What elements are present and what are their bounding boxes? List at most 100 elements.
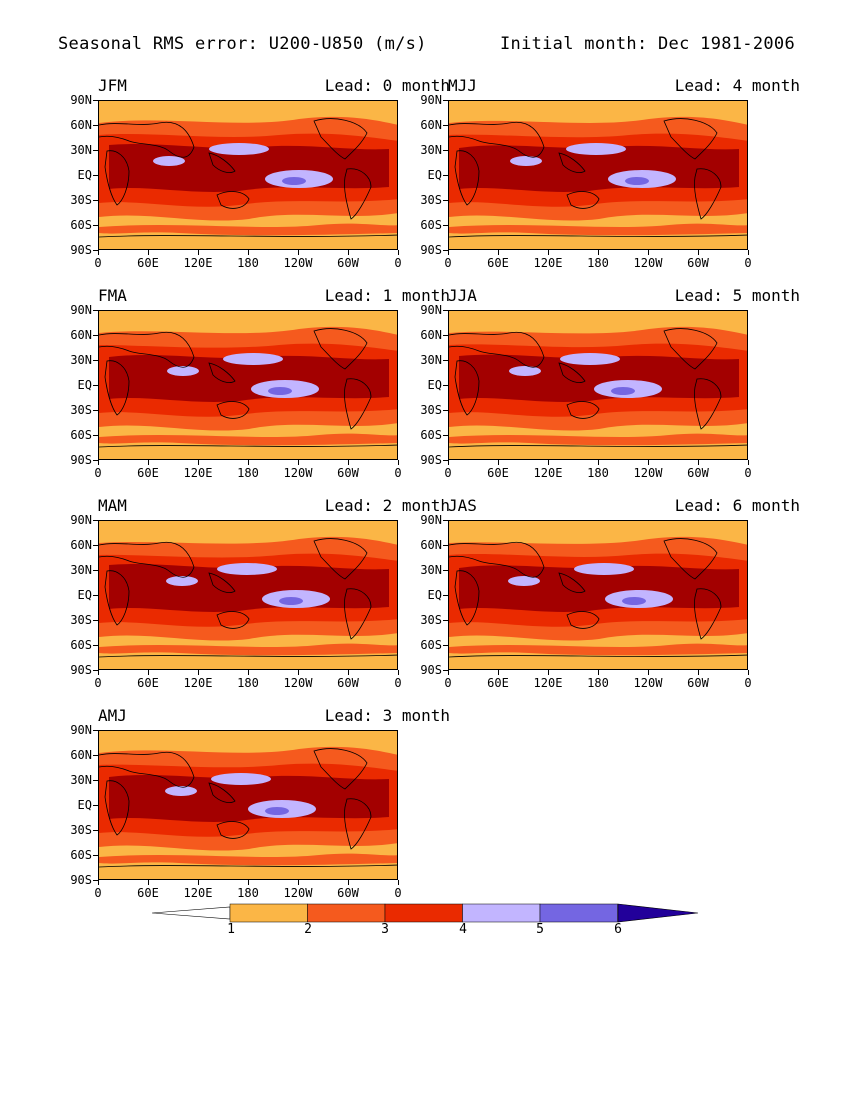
shaded-field [449, 116, 747, 238]
panel-lead: Lead: 5 month [674, 286, 800, 305]
lon-tick-label: 60W [687, 466, 709, 480]
error-region-2to3 [99, 643, 397, 656]
panel-lead: Lead: 2 month [324, 496, 450, 515]
lon-tick-label: 0 [444, 256, 452, 270]
colorbar-swatch [384, 903, 463, 923]
coastline-north-america [663, 538, 718, 580]
lon-tick-label: 0 [444, 466, 452, 480]
lat-tick-label: 30S [70, 823, 92, 837]
lon-tick [298, 880, 299, 885]
coastline-north-america [313, 328, 368, 370]
panel-lead: Lead: 6 month [674, 496, 800, 515]
lon-tick [748, 670, 749, 675]
lon-tick [598, 250, 599, 255]
lon-tick-label: 60W [337, 256, 359, 270]
lat-tick-label: 90S [70, 453, 92, 467]
lon-tick-label: 60W [337, 886, 359, 900]
lat-tick [443, 175, 448, 176]
map-panel-mjj: MJJ Lead: 4 month 90N 60N 30N EQ 30S 60S 90S 0 6… [420, 76, 808, 300]
lat-tick [443, 435, 448, 436]
lat-tick [93, 125, 98, 126]
coastline-africa [454, 570, 480, 626]
lon-tick-label: 0 [94, 256, 102, 270]
figure-title: Seasonal RMS error: U200-U850 (m/s) [58, 34, 427, 54]
lat-tick-label: 90S [70, 663, 92, 677]
lon-tick [248, 880, 249, 885]
panel-season: JAS [448, 496, 477, 515]
lat-tick [443, 225, 448, 226]
error-region-6to7 [282, 177, 306, 185]
coastline-north-america [313, 118, 368, 160]
lon-tick [298, 460, 299, 465]
lat-tick-label: 60S [70, 848, 92, 862]
lat-tick-label: 90N [70, 513, 92, 527]
lon-tick-label: 0 [394, 256, 402, 270]
map-panel-jfm: JFM Lead: 0 month 90N 60N 30N EQ 30S 60S 90S 0 6… [70, 76, 458, 300]
lat-tick [93, 545, 98, 546]
colorbar-swatch [539, 903, 618, 923]
lat-tick [93, 175, 98, 176]
lon-tick-label: 120E [183, 676, 213, 690]
lat-tick [93, 805, 98, 806]
coastline-eurasia [99, 541, 195, 578]
lon-tick [598, 670, 599, 675]
lon-tick-label: 180 [237, 676, 259, 690]
lat-tick [93, 620, 98, 621]
lat-tick-label: 90S [420, 663, 442, 677]
lon-tick-label: 120W [283, 676, 313, 690]
lat-tick-label: 90S [70, 243, 92, 257]
lat-tick-label: 90S [70, 873, 92, 887]
lat-tick [93, 730, 98, 731]
lon-tick-label: 120E [183, 256, 213, 270]
lat-tick [93, 435, 98, 436]
lat-tick-label: 90N [420, 93, 442, 107]
coastline-south-america [694, 588, 722, 640]
coastline-africa [104, 150, 130, 206]
lon-tick [748, 460, 749, 465]
lon-tick-label: 60E [137, 256, 159, 270]
error-region-5to6 [209, 143, 269, 155]
lon-tick [348, 880, 349, 885]
lat-tick-label: 60N [420, 118, 442, 132]
lon-tick-label: 60W [337, 466, 359, 480]
lon-tick [348, 460, 349, 465]
coastline-maritime [208, 152, 236, 173]
lon-tick [248, 670, 249, 675]
lon-tick [448, 670, 449, 675]
lat-tick [93, 385, 98, 386]
coastline-maritime [558, 362, 586, 383]
coastline-south-america [344, 378, 372, 430]
error-region-2to3 [99, 433, 397, 446]
error-region-6to7 [622, 597, 646, 605]
lat-tick-label: 90S [420, 243, 442, 257]
lat-tick-label: EQ [77, 378, 92, 392]
rms-error-map [98, 100, 398, 250]
lat-tick [93, 360, 98, 361]
coastline-australia [216, 401, 250, 419]
lat-tick [443, 100, 448, 101]
colorbar-swatch [307, 903, 386, 923]
lat-tick-label: 90N [420, 513, 442, 527]
coastline-australia [216, 821, 250, 839]
lat-tick-label: 60N [70, 748, 92, 762]
lon-tick-label: 120W [633, 676, 663, 690]
lon-tick-label: 60W [687, 676, 709, 690]
colorbar-label: 5 [536, 922, 544, 937]
shaded-field [99, 536, 397, 658]
lat-tick [443, 595, 448, 596]
lon-tick-label: 0 [94, 886, 102, 900]
map-panel-jas: JAS Lead: 6 month 90N 60N 30N EQ 30S 60S 90S 0 6… [420, 496, 808, 720]
lat-tick-label: 30N [420, 143, 442, 157]
lon-tick-label: 180 [237, 256, 259, 270]
lat-tick-label: EQ [77, 588, 92, 602]
lat-tick [93, 460, 98, 461]
lat-tick-label: 30S [70, 613, 92, 627]
lon-tick-label: 180 [587, 676, 609, 690]
lon-tick-label: 0 [94, 676, 102, 690]
initial-month-label: Initial month: Dec 1981-2006 [500, 34, 795, 54]
coastline-eurasia [449, 541, 545, 578]
coastline-africa [104, 360, 130, 416]
colorbar-label: 3 [381, 922, 389, 937]
coastline-maritime [208, 572, 236, 593]
lon-tick [148, 460, 149, 465]
